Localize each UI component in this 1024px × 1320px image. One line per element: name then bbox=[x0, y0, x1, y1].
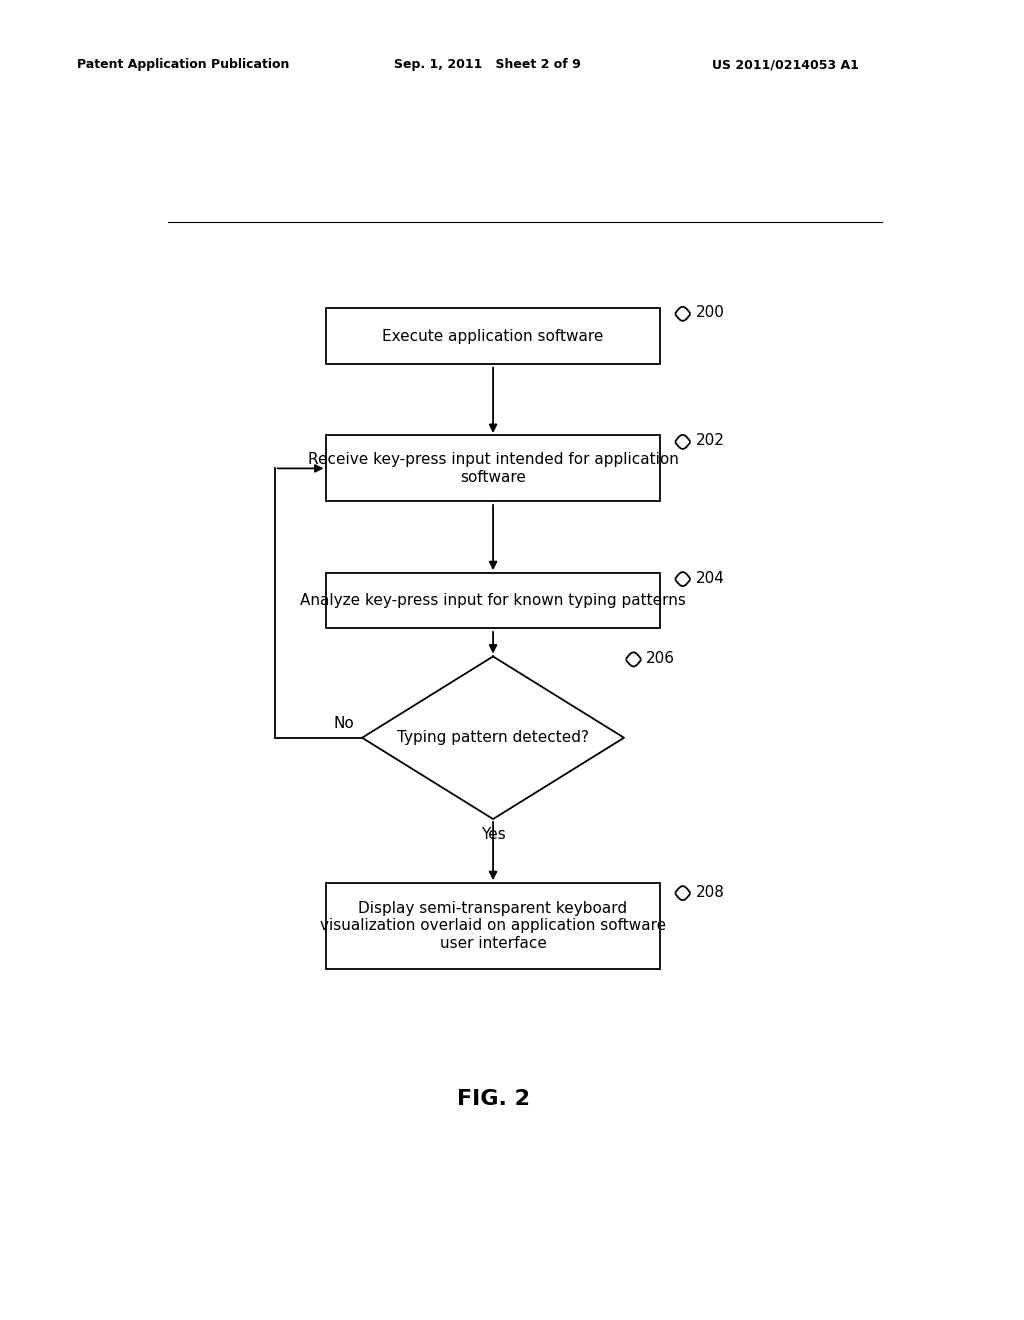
Bar bbox=[327, 573, 659, 628]
Text: Sep. 1, 2011   Sheet 2 of 9: Sep. 1, 2011 Sheet 2 of 9 bbox=[394, 58, 581, 71]
Bar bbox=[327, 883, 659, 969]
Text: Execute application software: Execute application software bbox=[382, 329, 604, 343]
Text: 206: 206 bbox=[646, 651, 675, 667]
Text: Typing pattern detected?: Typing pattern detected? bbox=[397, 730, 589, 746]
Text: US 2011/0214053 A1: US 2011/0214053 A1 bbox=[712, 58, 858, 71]
Bar bbox=[327, 309, 659, 364]
Text: FIG. 2: FIG. 2 bbox=[457, 1089, 529, 1109]
Bar bbox=[327, 436, 659, 502]
Text: Analyze key-press input for known typing patterns: Analyze key-press input for known typing… bbox=[300, 593, 686, 609]
Text: Yes: Yes bbox=[480, 826, 506, 842]
Text: 202: 202 bbox=[695, 433, 724, 449]
Text: 200: 200 bbox=[695, 305, 724, 321]
Text: Display semi-transparent keyboard
visualization overlaid on application software: Display semi-transparent keyboard visual… bbox=[319, 900, 667, 950]
Text: Patent Application Publication: Patent Application Publication bbox=[77, 58, 289, 71]
Text: Receive key-press input intended for application
software: Receive key-press input intended for app… bbox=[307, 453, 679, 484]
Text: 204: 204 bbox=[695, 570, 724, 586]
Text: 208: 208 bbox=[695, 884, 724, 900]
Text: No: No bbox=[334, 715, 354, 731]
